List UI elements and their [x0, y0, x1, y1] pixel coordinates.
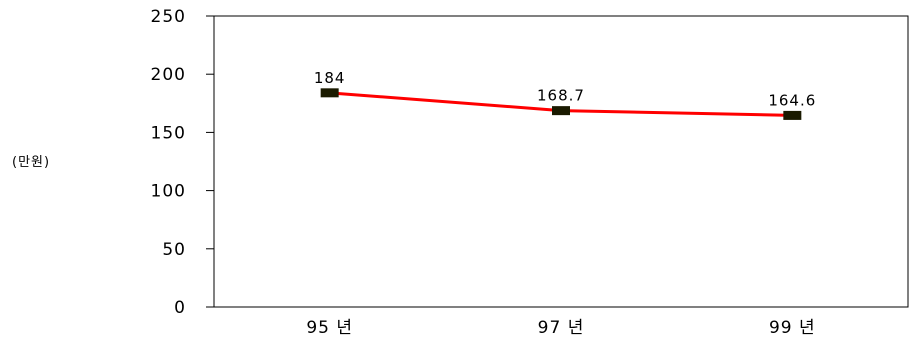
- x-tick-label: 99 년: [769, 318, 816, 337]
- x-tick-label: 97 년: [538, 318, 585, 337]
- plot-border: [213, 15, 909, 308]
- x-axis: 95 년 97 년 99 년: [306, 318, 816, 337]
- data-label: 164.6: [768, 91, 816, 109]
- x-tick-label: 95 년: [306, 318, 353, 337]
- data-point-marker: [320, 88, 339, 98]
- y-axis: 0 50 100 150 200 250: [151, 7, 214, 318]
- y-tick-label: 100: [151, 182, 186, 202]
- y-tick-label: 50: [162, 240, 186, 260]
- y-tick-label: 250: [151, 7, 186, 27]
- y-axis-unit-label: (만원): [12, 155, 50, 170]
- data-label: 168.7: [537, 87, 585, 105]
- data-point-marker: [783, 110, 802, 120]
- data-label: 184: [314, 69, 346, 87]
- plot-frame: [213, 15, 909, 308]
- data-point-marker: [552, 106, 570, 116]
- y-tick-label: 200: [151, 65, 186, 85]
- y-tick-label: 0: [174, 298, 186, 318]
- series-group: 184 168.7 164.6: [314, 69, 816, 120]
- y-tick-label: 150: [151, 123, 186, 143]
